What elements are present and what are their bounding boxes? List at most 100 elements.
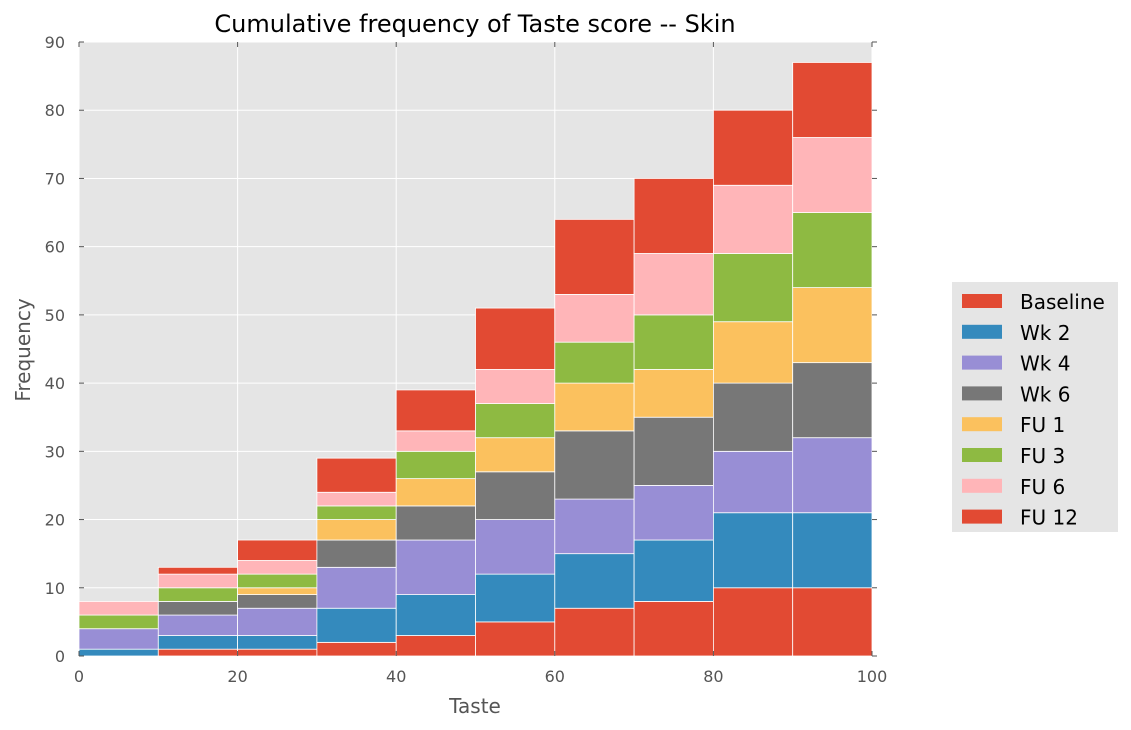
bar-segment	[554, 553, 635, 609]
y-axis-label: Frequency	[11, 298, 35, 401]
x-tick-label: 40	[386, 667, 406, 686]
bar-segment	[792, 587, 873, 657]
legend-swatch	[962, 509, 1002, 524]
bar-segment	[554, 341, 635, 384]
bar-segment	[78, 614, 159, 630]
legend-label: Baseline	[1020, 290, 1105, 314]
legend-swatch	[962, 478, 1002, 493]
bar-segment	[395, 450, 476, 480]
bar-segment	[792, 62, 873, 138]
bar-segment	[395, 635, 476, 657]
legend-label: Wk 4	[1020, 352, 1070, 376]
bar-segment	[713, 382, 794, 452]
bar-segment	[713, 109, 794, 186]
bar-segment	[792, 512, 873, 589]
bar-segment	[395, 389, 476, 432]
bar-segment	[475, 471, 556, 520]
legend-label: Wk 6	[1020, 382, 1070, 406]
bar-segment	[78, 628, 159, 650]
bar-segment	[475, 403, 556, 439]
bar-segment	[316, 641, 397, 657]
bar-segment	[316, 607, 397, 643]
legend-label: FU 12	[1020, 506, 1078, 530]
bars	[78, 62, 873, 657]
y-tick-label: 60	[45, 238, 65, 257]
bar-segment	[713, 184, 794, 254]
legend-swatch	[962, 294, 1002, 308]
bar-segment	[475, 621, 556, 657]
y-tick-label: 50	[45, 306, 65, 325]
legend-label: FU 6	[1020, 475, 1065, 499]
y-tick-label: 80	[45, 101, 65, 120]
bar-segment	[157, 573, 239, 589]
bar-segment	[316, 566, 397, 609]
bar-segment	[237, 648, 318, 657]
legend-swatch	[962, 417, 1002, 432]
bar-segment	[157, 587, 239, 602]
x-tick-label: 0	[74, 667, 84, 686]
bar-segment	[554, 607, 635, 657]
bar-segment	[237, 635, 318, 650]
bar-segment	[792, 437, 873, 514]
bar-segment	[157, 614, 239, 636]
legend: Baseline Wk 2 Wk 4 Wk 6 FU 1 FU 3 FU 6 FU 12	[952, 282, 1118, 532]
bar-segment	[237, 560, 318, 575]
bar-segment	[633, 178, 714, 254]
x-axis-label: Taste	[448, 694, 501, 718]
bar-segment	[316, 491, 397, 507]
x-tick-label: 20	[227, 667, 247, 686]
bar-segment	[237, 539, 318, 561]
y-tick-label: 40	[45, 374, 65, 393]
bar-segment	[792, 287, 873, 364]
bar-segment	[237, 594, 318, 609]
x-tick-label: 60	[545, 667, 565, 686]
legend-swatch	[962, 355, 1002, 370]
bar-segment	[554, 498, 635, 555]
legend-label: FU 1	[1020, 413, 1065, 437]
bar-segment	[633, 539, 714, 602]
bar-segment	[475, 437, 556, 473]
bar-segment	[475, 307, 556, 370]
bar-segment	[554, 382, 635, 432]
bar-segment	[792, 212, 873, 288]
bar-segment	[237, 607, 318, 636]
bar-segment	[633, 253, 714, 316]
bar-segment	[713, 450, 794, 514]
bar-segment	[475, 573, 556, 623]
y-tick-label: 90	[45, 33, 65, 52]
bar-segment	[157, 601, 239, 616]
x-tick-label: 80	[703, 667, 723, 686]
bar-segment	[316, 539, 397, 568]
legend-swatch	[962, 448, 1002, 462]
legend-swatch	[962, 386, 1002, 401]
legend-swatch	[962, 324, 1002, 339]
bar-segment	[395, 430, 476, 452]
bar-segment	[554, 430, 635, 500]
bar-segment	[157, 648, 239, 657]
y-tick-label: 0	[55, 647, 65, 666]
bar-segment	[633, 601, 714, 657]
bar-segment	[395, 478, 476, 507]
bar-segment	[633, 369, 714, 418]
bar-segment	[554, 218, 635, 295]
bar-segment	[157, 635, 239, 650]
bar-segment	[395, 505, 476, 541]
bar-segment	[316, 519, 397, 541]
y-tick-label: 10	[45, 579, 65, 598]
bar-segment	[792, 362, 873, 439]
bar-segment	[395, 539, 476, 595]
y-tick-label: 20	[45, 511, 65, 530]
bar-segment	[395, 594, 476, 636]
bar-segment	[633, 485, 714, 541]
legend-label: Wk 2	[1020, 321, 1070, 345]
bar-segment	[792, 137, 873, 213]
x-tick-label: 100	[857, 667, 888, 686]
bar-segment	[475, 519, 556, 575]
bar-segment	[316, 457, 397, 493]
bar-segment	[78, 648, 159, 657]
bar-segment	[237, 587, 318, 595]
y-tick-label: 70	[45, 169, 65, 188]
bar-segment	[554, 294, 635, 343]
bar-segment	[316, 505, 397, 520]
